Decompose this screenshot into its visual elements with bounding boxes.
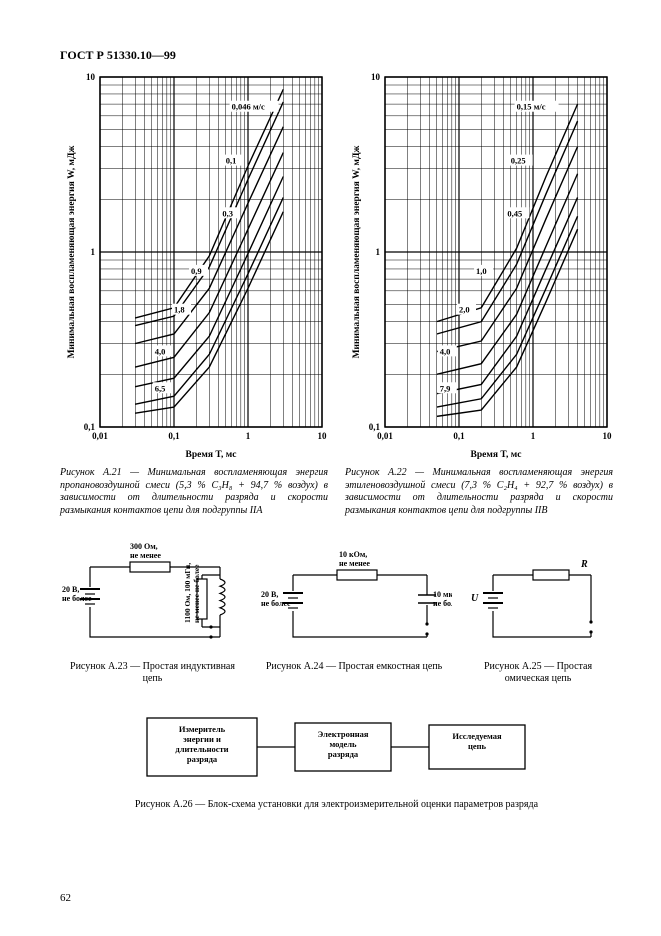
- svg-text:R: R: [580, 559, 588, 570]
- caption-prefix: Рисунок А.21 —: [60, 467, 147, 478]
- chart-left-caption: Рисунок А.21 — Минимальная воспламеняюща…: [60, 467, 328, 517]
- svg-text:10 кОм,не менее: 10 кОм,не менее: [339, 550, 370, 568]
- svg-text:0,45: 0,45: [507, 208, 522, 218]
- svg-text:10 мкФ,не более: 10 мкФ,не более: [433, 590, 452, 608]
- svg-text:0,046 м/с: 0,046 м/с: [232, 102, 265, 112]
- chart-left: 0,046 м/с0,10,30,91,84,06,50,010,11100,1…: [60, 71, 328, 461]
- block-row: Измерительэнергии идлительностиразрядаЭл…: [60, 703, 613, 812]
- svg-text:Минимальная воспламеняющая эне: Минимальная воспламеняющая энергия W, мД…: [352, 145, 362, 358]
- svg-text:0,1: 0,1: [168, 431, 180, 441]
- svg-text:0,1: 0,1: [453, 431, 465, 441]
- charts-row: 0,046 м/с0,10,30,91,84,06,50,010,11100,1…: [60, 71, 613, 517]
- svg-text:Время T, мс: Время T, мс: [186, 450, 237, 460]
- caption-prefix: Рисунок А.22 —: [345, 467, 432, 478]
- circuit-a23-svg: 300 Ом,не менее 20 В,не более 1100 Ом, 100…: [60, 537, 245, 657]
- block-caption: Рисунок А.26 — Блок-схема установки для …: [135, 799, 538, 812]
- svg-text:4,0: 4,0: [155, 346, 166, 356]
- chart-left-col: 0,046 м/с0,10,30,91,84,06,50,010,11100,1…: [60, 71, 328, 517]
- svg-text:0,25: 0,25: [511, 156, 526, 166]
- svg-text:7,9: 7,9: [440, 383, 451, 393]
- svg-text:0,15 м/с: 0,15 м/с: [517, 102, 546, 112]
- svg-text:1: 1: [376, 247, 381, 257]
- svg-text:0,01: 0,01: [92, 431, 108, 441]
- svg-text:10: 10: [371, 72, 381, 82]
- circuit-a24-caption: Рисунок А.24 — Простая емкостная цепь: [266, 661, 442, 673]
- svg-text:Минимальная воспламеняющая эне: Минимальная воспламеняющая энергия W, мД…: [67, 145, 77, 358]
- svg-text:2,0: 2,0: [459, 305, 470, 315]
- svg-text:1100 Ом, 100 мГн,не менее не б: 1100 Ом, 100 мГн,не менее не более: [183, 563, 201, 623]
- svg-text:0,3: 0,3: [222, 208, 233, 218]
- svg-text:1,8: 1,8: [174, 305, 185, 315]
- circuits-row: 300 Ом,не менее 20 В,не более 1100 Ом, 100…: [60, 537, 613, 685]
- svg-text:6,5: 6,5: [155, 383, 166, 393]
- svg-text:0,01: 0,01: [377, 431, 393, 441]
- svg-text:0,1: 0,1: [84, 422, 96, 432]
- svg-text:10: 10: [86, 72, 96, 82]
- svg-text:4,0: 4,0: [440, 346, 451, 356]
- svg-text:1,0: 1,0: [476, 266, 487, 276]
- svg-text:1: 1: [91, 247, 96, 257]
- circuit-a25-caption: Рисунок А.25 — Простая омическая цепь: [463, 661, 613, 685]
- svg-text:Время T, мс: Время T, мс: [471, 450, 522, 460]
- block-diagram: Измерительэнергии идлительностиразрядаЭл…: [127, 703, 547, 793]
- circuit-a24-svg: 10 кОм,не менее20 В,не более10 мкФ,не бо…: [257, 537, 452, 657]
- svg-text:300 Ом,не менее: 300 Ом,не менее: [130, 542, 161, 560]
- chart-right-caption: Рисунок А.22 — Минимальная воспламеняюща…: [345, 467, 613, 517]
- svg-text:10: 10: [603, 431, 613, 441]
- chart-right: 0,15 м/с0,250,451,02,04,07,90,010,11100,…: [345, 71, 613, 461]
- doc-header: ГОСТ Р 51330.10—99: [60, 48, 613, 63]
- svg-text:20 В,не более: 20 В,не более: [62, 585, 92, 603]
- circuit-a24: 10 кОм,не менее20 В,не более10 мкФ,не бо…: [257, 537, 452, 685]
- chart-right-col: 0,15 м/с0,250,451,02,04,07,90,010,11100,…: [345, 71, 613, 517]
- svg-text:1: 1: [246, 431, 251, 441]
- svg-text:1: 1: [531, 431, 536, 441]
- circuit-a25: RU Рисунок А.25 — Простая омическая цепь: [463, 537, 613, 685]
- svg-text:0,9: 0,9: [191, 266, 202, 276]
- svg-text:0,1: 0,1: [369, 422, 381, 432]
- circuit-a23-caption: Рисунок А.23 — Простая индуктивная цепь: [60, 661, 245, 685]
- svg-text:0,1: 0,1: [226, 156, 237, 166]
- circuit-a25-svg: RU: [463, 537, 613, 657]
- page-number: 62: [60, 892, 71, 904]
- circuit-a23: 300 Ом,не менее 20 В,не более 1100 Ом, 100…: [60, 537, 245, 685]
- svg-text:U: U: [471, 593, 479, 604]
- svg-text:10: 10: [318, 431, 328, 441]
